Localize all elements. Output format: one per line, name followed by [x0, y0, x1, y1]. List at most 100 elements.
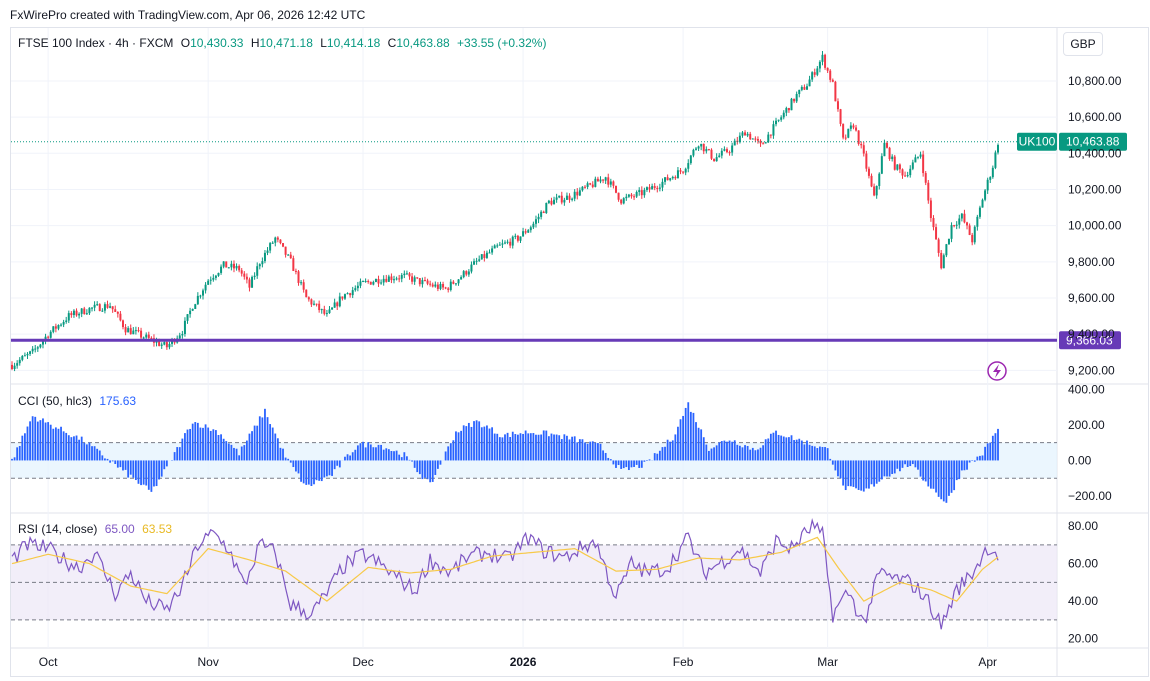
candle-body [305, 289, 308, 298]
candle [976, 214, 979, 231]
candle [643, 187, 646, 198]
candle-body [248, 279, 251, 288]
candle [811, 71, 814, 82]
cci-bar [372, 447, 375, 461]
candle-body [214, 275, 217, 278]
candle [442, 281, 445, 290]
cci-bar [689, 411, 692, 461]
candle [516, 234, 519, 243]
candle [596, 176, 599, 182]
candle-body [245, 276, 248, 280]
cci-bar [584, 442, 586, 461]
candle-body [292, 258, 295, 271]
cci-bar [196, 422, 199, 461]
candle-body [904, 175, 907, 177]
cci-bar [34, 416, 37, 461]
candle [966, 221, 969, 230]
candle [232, 260, 235, 273]
candle [671, 175, 674, 180]
cci-bar [134, 460, 137, 481]
candle-body [18, 359, 21, 364]
candle [150, 336, 153, 339]
cci-bar [467, 422, 470, 461]
candle-body [976, 216, 979, 227]
candle-body [880, 156, 883, 174]
candle [991, 165, 994, 179]
candle [738, 132, 741, 144]
candle-body [460, 277, 463, 280]
candle-body [800, 86, 803, 90]
cci-bar [444, 451, 447, 461]
candle [434, 281, 437, 288]
cci-bar [780, 435, 783, 461]
candle-body [98, 304, 101, 312]
price-tag-bg [1059, 132, 1127, 151]
candle [700, 143, 703, 151]
cci-bar [862, 460, 865, 492]
candle [351, 286, 354, 299]
candle [787, 107, 790, 113]
candle-body [625, 196, 628, 199]
candle [276, 236, 279, 243]
cci-bar [367, 442, 370, 461]
candle-body [909, 168, 912, 176]
cci-axis-label: 200.00 [1068, 418, 1105, 432]
candle [679, 168, 682, 175]
candle [271, 241, 274, 244]
cci-bar [963, 460, 966, 471]
candle [470, 261, 473, 274]
cci-bar [302, 460, 305, 484]
candle [640, 186, 643, 199]
cci-bar [475, 420, 478, 461]
candle [635, 190, 638, 198]
candle-body [849, 125, 852, 129]
candle [909, 165, 912, 178]
candle-body [49, 331, 52, 338]
candle-body [645, 187, 648, 190]
cci-bar [782, 436, 785, 461]
candle-body [713, 158, 716, 162]
candle [253, 272, 256, 280]
cci-bar [506, 432, 509, 461]
candle [524, 228, 527, 235]
candle [457, 279, 460, 286]
candle-body [85, 313, 88, 315]
cci-bar [997, 428, 999, 461]
cci-bar [289, 460, 292, 463]
cci-bar [78, 439, 81, 461]
cci-bar [671, 440, 674, 461]
candle-body [705, 149, 708, 152]
cci-bar [225, 441, 228, 461]
candle [191, 308, 194, 312]
candle [937, 237, 940, 257]
candle [369, 281, 372, 285]
candle [49, 330, 52, 339]
candle [581, 186, 584, 192]
candle [831, 78, 834, 83]
candle [132, 327, 135, 335]
candle-body [756, 139, 759, 141]
close-key: C [387, 36, 397, 50]
candle [496, 243, 499, 248]
candle-body [648, 187, 651, 190]
candle [258, 263, 261, 270]
candle [935, 223, 938, 240]
candle-body [826, 67, 829, 71]
candle-body [563, 199, 566, 203]
cci-bar [831, 460, 834, 465]
currency-button[interactable]: GBP [1063, 32, 1103, 56]
candle-body [96, 304, 99, 306]
candle [947, 238, 950, 245]
candle [705, 146, 708, 154]
cci-bar [245, 440, 248, 461]
candle [942, 253, 945, 269]
candle [423, 276, 426, 282]
candle [31, 346, 34, 354]
candle [325, 309, 328, 317]
candle-body [514, 235, 517, 237]
candle [627, 193, 630, 198]
cci-bar [917, 460, 919, 470]
cci-bar [333, 460, 336, 470]
candle-body [994, 152, 997, 168]
